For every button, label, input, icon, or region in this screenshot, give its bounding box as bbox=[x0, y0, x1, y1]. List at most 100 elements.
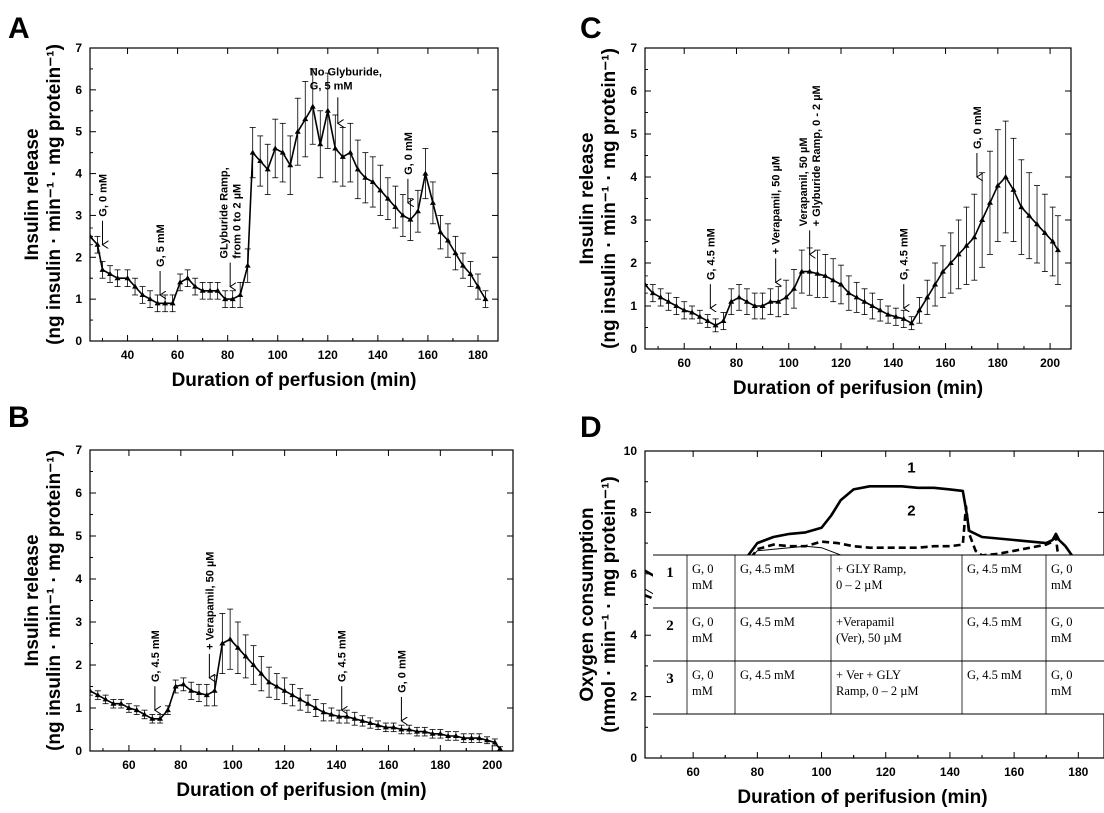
series-1 bbox=[645, 120, 1061, 333]
data-point bbox=[359, 717, 366, 723]
data-point bbox=[444, 237, 451, 243]
data-point bbox=[222, 296, 229, 302]
data-point bbox=[947, 260, 954, 265]
y-axis-title: Insulin release bbox=[22, 534, 43, 666]
y-tick-label: 1 bbox=[75, 701, 82, 715]
annotation-text: Verapamil, 50 µM bbox=[798, 138, 810, 227]
x-tick-label: 80 bbox=[751, 765, 765, 779]
data-point bbox=[689, 309, 696, 315]
data-point bbox=[297, 696, 304, 702]
data-point bbox=[90, 233, 93, 239]
x-tick-label: 120 bbox=[831, 356, 851, 370]
y-tick-label: 2 bbox=[630, 690, 637, 704]
table-cell: G, 4.5 mM bbox=[967, 615, 1022, 629]
table-cell: G, 0 bbox=[1051, 562, 1073, 576]
data-point bbox=[287, 162, 294, 168]
data-point bbox=[336, 713, 343, 719]
x-tick-label: 180 bbox=[468, 348, 488, 362]
data-point bbox=[413, 728, 420, 734]
data-point bbox=[169, 300, 176, 306]
annotation: + Verapamil, 50 µM bbox=[204, 552, 216, 678]
data-point bbox=[437, 229, 444, 235]
x-tick-label: 60 bbox=[171, 348, 185, 362]
panel-d: D 0 2 4 6 8 10 60 80 100 120 140 160 180 Duration of p… bbox=[577, 411, 1104, 808]
data-point bbox=[476, 735, 483, 741]
data-point bbox=[94, 692, 101, 698]
data-point bbox=[234, 644, 241, 650]
data-point bbox=[830, 277, 837, 283]
y-axis-title: Insulin release bbox=[22, 128, 43, 260]
annotation: G, 0 mM bbox=[972, 106, 984, 177]
data-point bbox=[392, 204, 399, 210]
annotation: G, 4.5 mM bbox=[899, 228, 911, 308]
x-tick-label: 40 bbox=[121, 348, 135, 362]
annotation: Verapamil, 50 µM + Glyburide Ramp, 0 - 2 … bbox=[798, 85, 823, 254]
data-point bbox=[279, 149, 286, 155]
annotation: G, 5 mM bbox=[155, 224, 167, 295]
table-cell: G, 4.5 mM bbox=[740, 562, 795, 576]
table-cell: mM bbox=[1051, 578, 1072, 592]
data-point bbox=[162, 300, 169, 306]
y-axis-subtitle: (ng insulin · min⁻¹ · mg protein⁻¹) bbox=[599, 48, 620, 349]
annotation-text: G, 0 mM bbox=[972, 106, 984, 149]
data-point bbox=[986, 199, 993, 205]
data-point bbox=[806, 268, 813, 274]
data-point bbox=[790, 285, 797, 291]
data-point bbox=[645, 281, 648, 287]
x-tick-label: 120 bbox=[876, 765, 896, 779]
data-point bbox=[164, 707, 171, 713]
data-point bbox=[214, 287, 221, 293]
table-cell: (Ver), 50 µM bbox=[836, 631, 902, 645]
y-tick-label: 5 bbox=[630, 127, 637, 141]
data-point bbox=[979, 217, 986, 222]
data-point bbox=[939, 268, 946, 274]
table-cell: G, 4.5 mM bbox=[967, 562, 1022, 576]
y-tick-label: 0 bbox=[630, 751, 637, 765]
data-point bbox=[704, 318, 711, 324]
data-point bbox=[783, 294, 790, 300]
y-axis-subtitle: (ng insulin · min⁻¹ · mg protein⁻¹) bbox=[44, 44, 65, 345]
series-1 bbox=[90, 68, 489, 313]
data-point bbox=[1018, 204, 1025, 210]
table-cell: mM bbox=[692, 684, 713, 698]
curve-label: 1 bbox=[907, 459, 915, 476]
y-tick-label: 3 bbox=[75, 615, 82, 629]
annotation: G, 0 mM bbox=[396, 650, 408, 721]
data-point bbox=[994, 182, 1001, 188]
data-point bbox=[459, 262, 466, 268]
data-point bbox=[324, 107, 331, 113]
panel-letter: A bbox=[8, 12, 30, 45]
data-point bbox=[482, 296, 489, 302]
y-tick-label: 7 bbox=[630, 41, 637, 55]
table-cell: 0 – 2 µM bbox=[836, 578, 882, 592]
data-point bbox=[1002, 174, 1009, 179]
table-cell: G, 0 bbox=[692, 615, 714, 629]
data-point bbox=[384, 195, 391, 201]
y-tick-label: 3 bbox=[630, 213, 637, 227]
data-point bbox=[257, 158, 264, 164]
table-cell: + GLY Ramp, bbox=[836, 562, 906, 576]
data-point bbox=[822, 272, 829, 278]
data-point bbox=[1054, 247, 1061, 253]
data-point bbox=[154, 300, 161, 306]
data-point bbox=[924, 294, 931, 300]
data-point bbox=[133, 707, 140, 713]
data-point bbox=[332, 145, 339, 151]
curve-label: 2 bbox=[907, 502, 915, 519]
data-point bbox=[673, 303, 680, 308]
data-point bbox=[272, 145, 279, 151]
y-tick-label: 7 bbox=[75, 41, 82, 55]
data-point bbox=[1034, 221, 1041, 227]
data-point bbox=[375, 722, 382, 728]
panel-a: A 0 1 2 3 4 5 6 7 40 60 80 100 120 140 160 180 Duration o… bbox=[8, 12, 499, 391]
x-tick-label: 160 bbox=[936, 356, 956, 370]
x-tick-label: 120 bbox=[318, 348, 338, 362]
data-point bbox=[798, 268, 805, 274]
data-point bbox=[892, 313, 899, 319]
data-point bbox=[320, 709, 327, 715]
data-point bbox=[354, 166, 361, 172]
data-point bbox=[207, 287, 214, 293]
panel-c: C 0 1 2 3 4 5 6 7 60 80 100 120 140 160 180 200 Duration … bbox=[577, 12, 1072, 399]
y-tick-label: 2 bbox=[75, 658, 82, 672]
plot-frame bbox=[644, 47, 1072, 350]
